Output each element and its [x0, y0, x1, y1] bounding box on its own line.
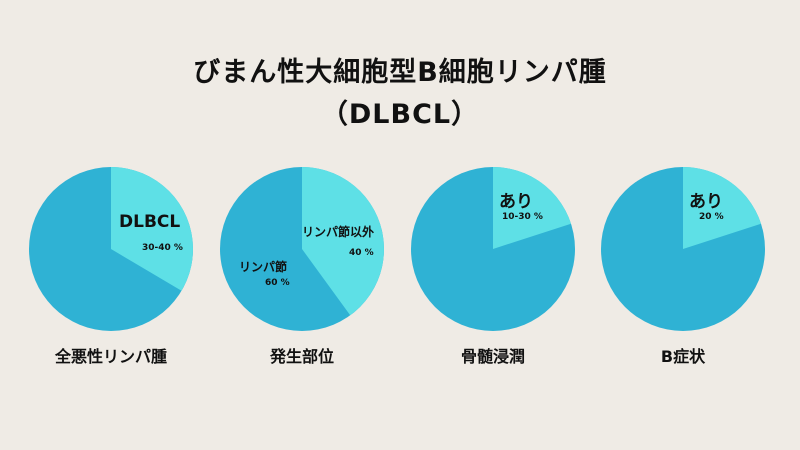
slice-label: リンパ節	[239, 260, 288, 274]
caption-all-lymphoma: 全悪性リンパ腫	[54, 347, 167, 366]
pie-graphic	[29, 167, 193, 331]
caption-b-symptoms: B症状	[660, 347, 706, 366]
slice-label: リンパ節以外	[302, 225, 375, 239]
pie-chart-all-lymphoma: DLBCL 30-40 %	[28, 166, 194, 332]
slice-value: 40 %	[349, 248, 374, 258]
pie-chart-bone-marrow: あり 10-30 %	[410, 166, 576, 332]
slice-label: あり	[689, 192, 723, 212]
pie-chart-site: リンパ節以外 40 % リンパ節 60 %	[219, 166, 385, 332]
pie-chart-b-symptoms: あり 20 %	[600, 166, 766, 332]
slice-label: あり	[499, 192, 533, 212]
chart-title: びまん性大細胞型B細胞リンパ腫 （DLBCL）	[0, 52, 800, 136]
slice-value: 60 %	[265, 278, 290, 288]
caption-site: 発生部位	[269, 347, 334, 366]
pie-slice-present	[493, 167, 571, 249]
pie-graphic	[411, 167, 575, 331]
title-line-2: （DLBCL）	[320, 99, 480, 130]
slice-value: 30-40 %	[142, 243, 183, 253]
pie-graphic	[220, 167, 384, 331]
pie-slice-present	[683, 167, 761, 249]
slice-label: DLBCL	[119, 212, 181, 232]
pie-slice-extranodal	[302, 167, 384, 316]
slice-value: 10-30 %	[502, 212, 543, 222]
slice-value: 20 %	[699, 212, 724, 222]
pie-graphic	[601, 167, 765, 331]
pie-slice-dlbcl	[111, 167, 193, 291]
title-line-1: びまん性大細胞型B細胞リンパ腫	[193, 57, 607, 88]
caption-bone-marrow: 骨髄浸潤	[460, 347, 525, 366]
